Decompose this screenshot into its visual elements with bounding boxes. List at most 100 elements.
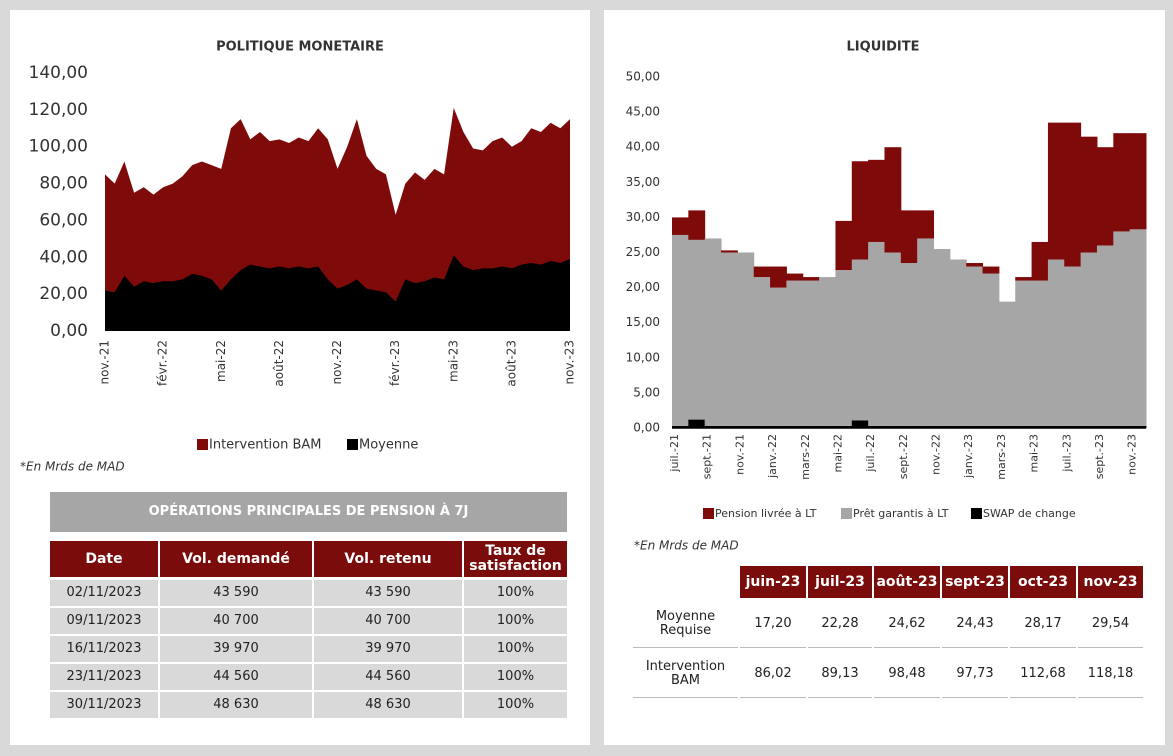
area-step <box>884 425 902 428</box>
legend-label: SWAP de change <box>983 507 1076 520</box>
y-tick-label: 40,00 <box>626 140 660 154</box>
y-tick-label: 140,00 <box>29 63 88 83</box>
table-cell: 44 560 <box>160 664 312 690</box>
x-tick-label: janv.-22 <box>766 434 779 479</box>
area-step <box>982 266 1000 274</box>
area-step <box>721 425 738 428</box>
x-tick-label: août-22 <box>272 340 286 387</box>
area-step <box>753 266 771 278</box>
table-cell: 24,62 <box>874 600 940 648</box>
area-step <box>770 425 787 428</box>
table-cell: 97,73 <box>942 650 1008 698</box>
legend-swatch <box>971 508 982 519</box>
area-step <box>884 147 902 253</box>
area-step <box>672 234 689 426</box>
y-tick-label: 20,00 <box>626 280 660 294</box>
table-cell: 100% <box>464 664 567 690</box>
y-tick-label: 100,00 <box>29 137 88 157</box>
table-cell: 112,68 <box>1010 650 1076 698</box>
table-cell: 17,20 <box>740 600 806 648</box>
area-step <box>1080 425 1098 428</box>
area-step <box>1047 259 1065 426</box>
x-tick-label: nov.-22 <box>930 434 943 475</box>
area-step <box>688 419 706 428</box>
area-step <box>802 425 820 428</box>
area <box>105 255 570 331</box>
area-step <box>884 252 902 426</box>
column-header: août-23 <box>874 566 940 598</box>
y-tick-label: 120,00 <box>29 100 88 120</box>
area-step <box>949 259 967 426</box>
note: *En Mrds de MAD <box>20 460 125 474</box>
x-tick-label: nov.-22 <box>330 340 344 385</box>
x-tick-label: nov.-23 <box>563 340 577 385</box>
area-step <box>868 159 885 242</box>
area-step <box>1031 425 1049 428</box>
area-step <box>835 220 853 271</box>
row-label: Moyenne Requise <box>633 600 738 648</box>
table-cell: 09/11/2023 <box>50 608 158 634</box>
area-step <box>917 425 935 428</box>
y-tick-label: 40,00 <box>39 247 88 267</box>
x-tick-label: mai-23 <box>446 340 460 382</box>
legend-label: Intervention BAM <box>209 438 322 453</box>
table-cell: 29,54 <box>1078 600 1143 648</box>
legend-label: Pension livrée à LT <box>715 507 817 520</box>
y-tick-label: 30,00 <box>626 210 660 224</box>
x-tick-label: sept.-22 <box>897 434 910 479</box>
table-cell: 86,02 <box>740 650 806 698</box>
area-step <box>1129 133 1147 230</box>
x-tick-label: juil.-21 <box>668 434 681 473</box>
table-cell: 39 970 <box>160 636 312 662</box>
area-step <box>1064 266 1082 426</box>
x-tick-label: sept.-21 <box>701 434 714 479</box>
area-step <box>966 266 984 426</box>
x-tick-label: juil.-22 <box>864 434 877 473</box>
x-tick-label: juil.-23 <box>1060 434 1073 473</box>
table-title: OPÉRATIONS PRINCIPALES DE PENSION À 7J <box>50 492 567 532</box>
legend-label: Moyenne <box>359 438 418 453</box>
area-step <box>672 217 689 235</box>
area-step <box>1113 133 1131 232</box>
column-header: oct-23 <box>1010 566 1076 598</box>
y-tick-label: 25,00 <box>626 245 660 259</box>
table-cell: 100% <box>464 636 567 662</box>
area-step <box>1096 147 1114 246</box>
table-cell: 100% <box>464 608 567 634</box>
x-tick-label: sept.-23 <box>1093 434 1106 479</box>
table-cell: 100% <box>464 580 567 606</box>
area-step <box>1113 231 1131 426</box>
area-step <box>737 252 755 426</box>
area-step <box>688 239 706 420</box>
area-step <box>868 241 885 426</box>
area-step <box>917 210 935 239</box>
table-cell: 44 560 <box>314 664 462 690</box>
area-step <box>704 238 722 426</box>
area-step <box>1047 425 1065 428</box>
area-step <box>1015 425 1033 428</box>
x-tick-label: mai-22 <box>831 434 844 472</box>
y-tick-label: 5,00 <box>633 385 660 399</box>
x-tick-label: janv.-23 <box>962 434 975 479</box>
area-step <box>1015 280 1033 426</box>
area-step <box>851 161 869 260</box>
table-cell: 40 700 <box>160 608 312 634</box>
area-step <box>917 238 935 426</box>
legend-swatch <box>347 439 358 450</box>
area-step <box>1129 229 1147 426</box>
column-header: Taux de satisfaction <box>464 541 567 577</box>
area-step <box>786 280 804 426</box>
area-step <box>900 210 918 264</box>
area-step <box>998 301 1016 426</box>
area-step <box>1015 277 1033 281</box>
y-tick-label: 20,00 <box>39 284 88 304</box>
area-step <box>1031 280 1049 426</box>
y-tick-label: 45,00 <box>626 105 660 119</box>
area-step <box>786 425 804 428</box>
area-step <box>1096 245 1114 426</box>
area-step <box>868 425 885 428</box>
column-header: sept-23 <box>942 566 1008 598</box>
column-header: juil-23 <box>808 566 872 598</box>
